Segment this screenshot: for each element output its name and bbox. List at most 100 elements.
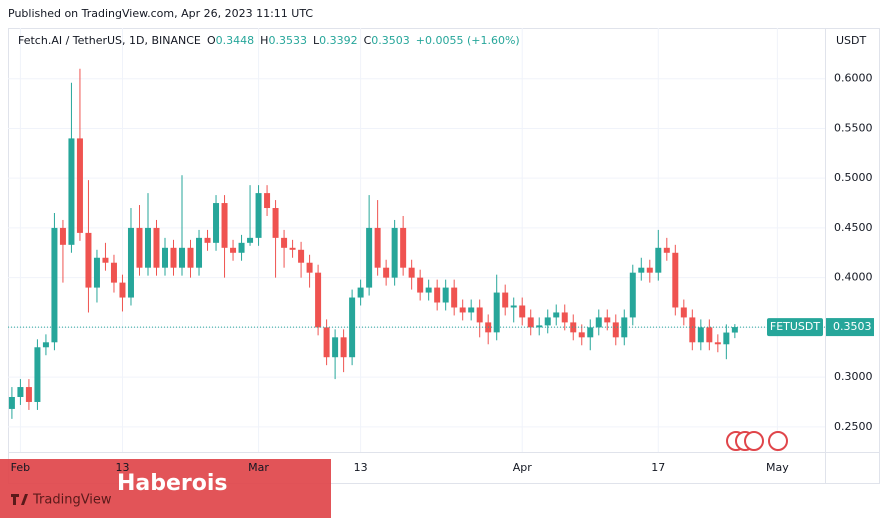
candle-body: [68, 138, 75, 245]
candle-body: [468, 307, 475, 313]
candle-body: [366, 227, 373, 288]
ohlc-value: 0.3448: [216, 34, 255, 47]
ohlc-value: 0.3533: [268, 34, 307, 47]
candle-body: [646, 267, 653, 273]
x-tick-label: Feb: [11, 461, 30, 474]
candle-body: [34, 347, 41, 402]
candle-body: [587, 327, 594, 338]
candle-body: [417, 277, 424, 293]
candle-body: [349, 297, 356, 358]
x-tick-label: 17: [651, 461, 665, 474]
candle-body: [459, 307, 466, 313]
candle-body: [723, 332, 730, 345]
candle-body: [706, 327, 713, 343]
candle-body: [391, 227, 398, 278]
y-tick-label: 0.4000: [834, 271, 873, 284]
last-price-symbol-box: [767, 318, 823, 337]
candle-body: [8, 396, 15, 409]
y-tick-label: 0.5000: [834, 171, 873, 184]
candle-body: [553, 312, 560, 318]
chart-frame: [8, 28, 880, 484]
candle-body: [595, 317, 602, 328]
candle-body: [221, 203, 228, 248]
candle-body: [672, 252, 679, 308]
candle-body: [264, 193, 271, 209]
candle-body: [680, 307, 687, 318]
candle-body: [655, 247, 662, 273]
candle-body: [187, 247, 194, 268]
candle-body: [578, 332, 585, 338]
candle-body: [76, 138, 83, 233]
ohlc-letter: C: [364, 34, 372, 47]
candle-body: [93, 257, 100, 288]
candle-body: [42, 342, 49, 348]
candle-body: [663, 247, 670, 253]
candle-body: [332, 337, 339, 358]
candle-body: [561, 312, 568, 323]
candle-body: [85, 232, 92, 288]
candle-body: [374, 227, 381, 268]
candle-body: [213, 203, 220, 243]
candle-body: [714, 342, 721, 345]
candle-body: [451, 287, 458, 308]
candle-body: [604, 317, 611, 323]
event-icons: [726, 431, 788, 451]
candle-body: [238, 242, 245, 253]
y-tick-label: 0.5500: [834, 121, 873, 134]
candle-body: [153, 227, 160, 268]
candle-body: [230, 247, 237, 253]
candle-body: [340, 337, 347, 358]
candle-body: [306, 262, 313, 273]
last-price-label: 0.3503: [833, 320, 872, 333]
candle-body: [510, 305, 517, 308]
candle-body: [17, 387, 24, 397]
candle-body: [476, 307, 483, 323]
candle-body: [196, 237, 203, 268]
x-tick-label: Mar: [248, 461, 269, 474]
ohlc-value: 0.3392: [319, 34, 358, 47]
candle-body: [442, 287, 449, 303]
x-tick-label: 13: [354, 461, 368, 474]
last-price-symbol: FETUSDT: [770, 320, 821, 333]
candle-body: [638, 267, 645, 273]
logo-icon: [11, 494, 28, 505]
candle-body: [689, 317, 696, 343]
candle-body: [536, 325, 543, 328]
y-tick-label: 0.4500: [834, 221, 873, 234]
candle-body: [247, 237, 254, 243]
candle-body: [315, 272, 322, 328]
candle-body: [502, 292, 509, 308]
candle-body: [621, 317, 628, 338]
candle-body: [408, 267, 415, 278]
candle-body: [179, 247, 186, 268]
x-tick-label: Apr: [513, 461, 533, 474]
candle-body: [170, 247, 177, 268]
candle-body: [629, 272, 636, 318]
candle-body: [25, 387, 32, 402]
candle-body: [400, 227, 407, 268]
candle-body: [144, 227, 151, 268]
y-tick-label: 0.6000: [834, 72, 873, 85]
candle-body: [544, 317, 551, 326]
ohlc-value: 0.3503: [371, 34, 410, 47]
watermark-logo: TradingView: [32, 493, 112, 508]
candle-body: [527, 317, 534, 328]
candle-body: [162, 247, 168, 268]
candle-body: [612, 322, 619, 338]
ohlc-letter: L: [313, 34, 320, 47]
ohlc-letter: H: [260, 34, 268, 47]
candle-body: [434, 287, 441, 303]
candle-body: [697, 327, 704, 343]
candle-body: [281, 237, 288, 248]
candle-body: [136, 227, 143, 268]
candle-body: [102, 257, 109, 263]
candle-body: [127, 227, 134, 298]
candles: [8, 68, 738, 419]
candle-body: [323, 327, 330, 358]
ohlc-change: +0.0055 (+1.60%): [416, 34, 520, 47]
x-tick-label: May: [766, 461, 789, 474]
y-tick-label: 0.3000: [834, 370, 873, 383]
candle-body: [519, 305, 526, 318]
